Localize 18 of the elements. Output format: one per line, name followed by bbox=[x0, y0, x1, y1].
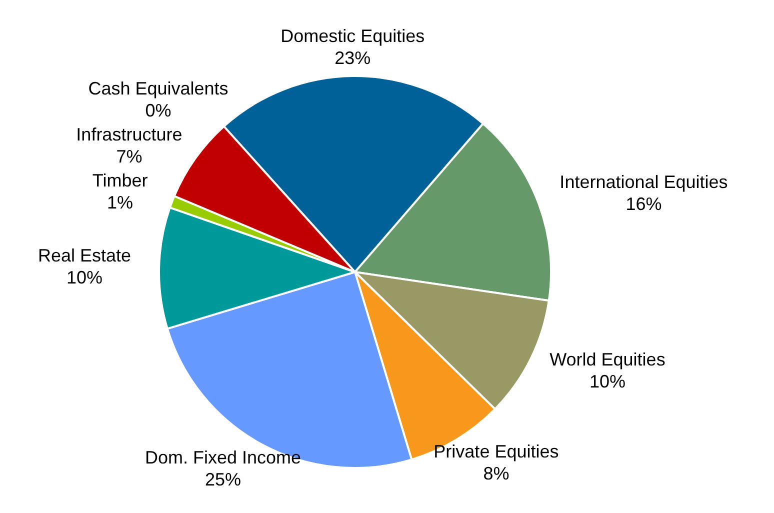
slice-label: Dom. Fixed Income bbox=[144, 447, 302, 468]
data-label: 10% bbox=[66, 267, 103, 288]
slice-label: International Equities bbox=[560, 172, 728, 192]
data-label: 16% bbox=[626, 194, 662, 214]
text: 0% bbox=[145, 100, 172, 120]
data-label: 7% bbox=[116, 146, 142, 166]
category-label: Cash Equivalents bbox=[88, 78, 228, 98]
slice-label: Private Equities bbox=[434, 442, 559, 462]
slice-label: Real Estate bbox=[38, 245, 132, 266]
data-label: 10% bbox=[589, 372, 626, 392]
data-label: 25% bbox=[205, 469, 242, 490]
slice-label: Infrastructure bbox=[76, 124, 182, 144]
slice-label: World Equities bbox=[550, 350, 666, 370]
data-label: 1% bbox=[107, 192, 134, 212]
data-label: 23% bbox=[334, 48, 371, 68]
data-label: 8% bbox=[483, 464, 510, 484]
slice-label: Domestic Equities bbox=[280, 26, 425, 46]
slice-label: Timber bbox=[92, 170, 148, 190]
